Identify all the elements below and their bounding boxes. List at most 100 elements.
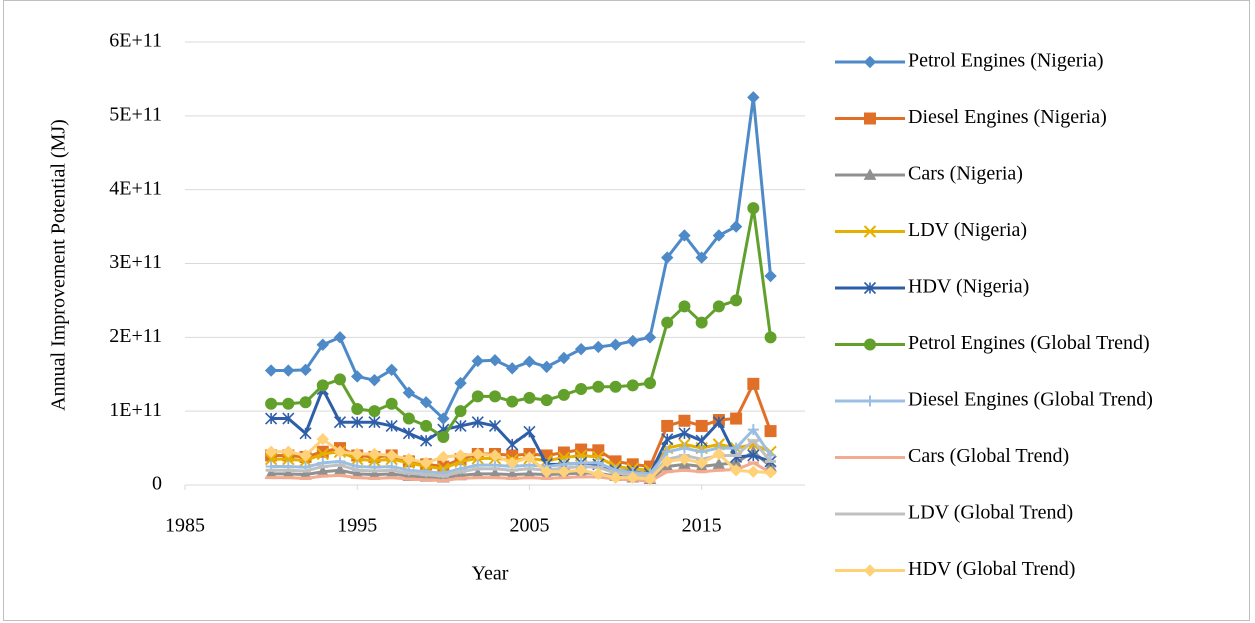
marker [557, 388, 570, 401]
y-tick-label: 3E+11 [109, 251, 162, 273]
y-tick-label: 4E+11 [109, 177, 162, 199]
marker [747, 202, 760, 215]
y-tick-label: 2E+11 [109, 325, 162, 347]
y-tick-label: 5E+11 [109, 103, 162, 125]
marker [644, 377, 656, 390]
marker [265, 397, 278, 410]
marker [696, 446, 708, 458]
marker [299, 363, 312, 377]
legend-label: Petrol Engines (Global Trend) [908, 332, 1150, 354]
marker [471, 447, 484, 461]
marker [695, 456, 708, 470]
marker [712, 447, 726, 461]
marker [575, 383, 588, 396]
marker [863, 281, 877, 295]
marker [351, 447, 364, 461]
marker [264, 445, 278, 458]
marker [678, 414, 691, 427]
marker [678, 442, 690, 454]
marker [863, 55, 877, 69]
marker [506, 456, 519, 470]
series-line [271, 95, 773, 421]
marker [334, 373, 346, 386]
marker [523, 391, 536, 404]
marker [420, 419, 433, 432]
marker [764, 269, 777, 283]
marker [678, 300, 691, 313]
marker [626, 334, 639, 348]
marker [730, 294, 743, 307]
x-tick-label: 2005 [509, 515, 549, 537]
x-axis-label: Year [472, 563, 509, 585]
marker [264, 364, 278, 377]
marker [420, 434, 433, 447]
marker [489, 390, 501, 403]
marker [661, 251, 674, 264]
marker [764, 331, 777, 344]
marker [402, 386, 416, 399]
marker [643, 331, 657, 344]
marker [747, 465, 760, 478]
marker [626, 379, 639, 392]
marker [540, 394, 553, 407]
marker [643, 472, 657, 486]
marker [678, 229, 691, 242]
marker [368, 416, 381, 429]
marker [863, 168, 877, 180]
marker [402, 427, 415, 440]
marker [695, 419, 708, 432]
marker [385, 363, 398, 377]
marker [506, 395, 519, 408]
marker [609, 338, 622, 351]
marker [729, 220, 743, 233]
marker [333, 416, 347, 429]
marker [626, 471, 639, 484]
marker [592, 380, 605, 393]
marker [747, 424, 759, 436]
marker [488, 354, 502, 367]
marker [488, 449, 502, 462]
marker [678, 427, 691, 440]
marker [385, 419, 398, 432]
marker [574, 342, 588, 356]
marker [730, 412, 743, 425]
marker [316, 379, 329, 392]
marker [864, 338, 876, 351]
marker [368, 447, 381, 461]
x-tick-label: 1985 [165, 515, 205, 537]
marker [678, 452, 691, 466]
marker [454, 419, 467, 432]
marker [523, 425, 536, 438]
marker [506, 438, 519, 451]
marker [592, 340, 605, 354]
marker [316, 433, 329, 446]
marker [592, 467, 605, 481]
marker [488, 419, 502, 432]
marker [661, 419, 674, 432]
marker [419, 456, 433, 470]
marker [437, 450, 450, 464]
legend-label: Diesel Engines (Nigeria) [908, 106, 1107, 128]
marker [574, 464, 588, 477]
legend-label: Petrol Engines (Nigeria) [908, 50, 1104, 72]
marker [471, 390, 484, 403]
marker [712, 229, 726, 242]
marker [299, 396, 312, 409]
marker [385, 397, 398, 410]
marker [333, 331, 347, 344]
marker [368, 405, 381, 418]
marker [264, 452, 278, 466]
marker [471, 416, 484, 429]
marker [609, 471, 622, 484]
marker [385, 449, 398, 462]
marker [351, 402, 364, 415]
marker [282, 412, 295, 425]
legend-label: Diesel Engines (Global Trend) [908, 389, 1153, 411]
marker [661, 316, 674, 329]
marker [299, 449, 312, 462]
marker [316, 338, 329, 351]
marker [437, 431, 450, 444]
legend-label: HDV (Nigeria) [908, 276, 1029, 298]
legend-label: LDV (Global Trend) [908, 502, 1073, 524]
marker [661, 433, 674, 446]
